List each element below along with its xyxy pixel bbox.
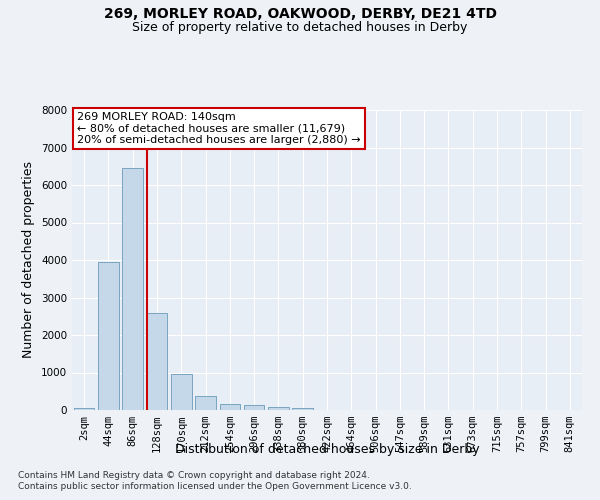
- Bar: [98, 262, 119, 410]
- Bar: [292, 408, 313, 410]
- Text: 269 MORLEY ROAD: 140sqm
← 80% of detached houses are smaller (11,679)
20% of sem: 269 MORLEY ROAD: 140sqm ← 80% of detache…: [77, 112, 361, 144]
- Bar: [268, 407, 289, 410]
- Text: Size of property relative to detached houses in Derby: Size of property relative to detached ho…: [133, 21, 467, 34]
- Bar: [122, 168, 143, 410]
- Text: 269, MORLEY ROAD, OAKWOOD, DERBY, DE21 4TD: 269, MORLEY ROAD, OAKWOOD, DERBY, DE21 4…: [104, 8, 497, 22]
- Text: Distribution of detached houses by size in Derby: Distribution of detached houses by size …: [175, 442, 479, 456]
- Bar: [244, 406, 265, 410]
- Bar: [220, 404, 240, 410]
- Bar: [171, 374, 191, 410]
- Bar: [74, 408, 94, 410]
- Text: Contains public sector information licensed under the Open Government Licence v3: Contains public sector information licen…: [18, 482, 412, 491]
- Y-axis label: Number of detached properties: Number of detached properties: [22, 162, 35, 358]
- Text: Contains HM Land Registry data © Crown copyright and database right 2024.: Contains HM Land Registry data © Crown c…: [18, 471, 370, 480]
- Bar: [146, 312, 167, 410]
- Bar: [195, 396, 216, 410]
